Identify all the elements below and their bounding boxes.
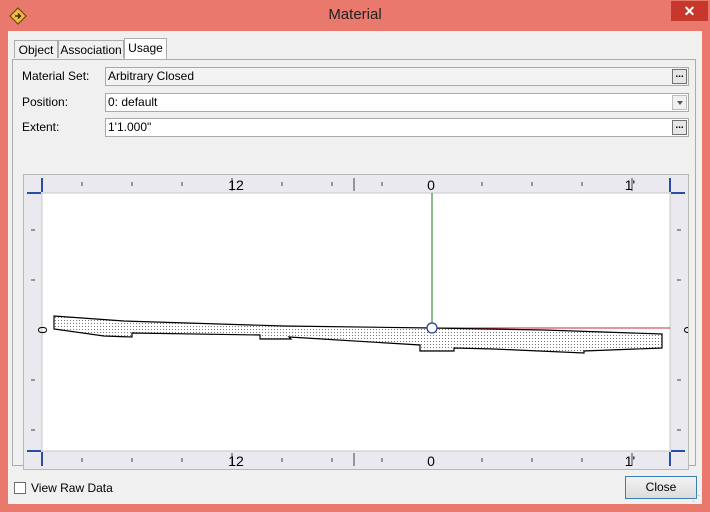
ruler-left bbox=[24, 175, 42, 469]
ruler-bottom-label-left: 12 bbox=[228, 453, 244, 469]
close-button[interactable]: Close bbox=[625, 476, 697, 499]
client-area: Object Association Usage Material Set: A… bbox=[8, 31, 702, 504]
ruler-bottom bbox=[24, 451, 688, 469]
ruler-right bbox=[670, 175, 688, 469]
material-profile-shape[interactable] bbox=[53, 315, 663, 354]
extent-label: Extent: bbox=[22, 120, 60, 134]
position-dropdown[interactable]: 0: default bbox=[105, 93, 689, 112]
ruler-bottom-label-origin: 0 bbox=[427, 453, 435, 469]
window-title: Material bbox=[328, 6, 382, 23]
chevron-down-icon bbox=[677, 101, 683, 105]
window-close-button[interactable]: ✕ bbox=[671, 1, 708, 21]
app-diamond-icon bbox=[9, 7, 27, 25]
resize-grip-icon[interactable]: ⋰ bbox=[692, 494, 700, 503]
position-dropdown-button[interactable] bbox=[672, 95, 687, 110]
origin-marker-icon[interactable] bbox=[426, 322, 438, 334]
position-value: 0: default bbox=[108, 95, 158, 109]
ruler-right-label-origin: 0 bbox=[681, 326, 688, 333]
checkbox-box[interactable] bbox=[14, 482, 26, 494]
ruler-top bbox=[24, 175, 688, 193]
tab-usage[interactable]: Usage bbox=[124, 38, 167, 59]
material-set-browse-button[interactable]: ... bbox=[672, 69, 687, 84]
extent-field[interactable]: 1'1.000" ... bbox=[105, 118, 689, 137]
ruler-top-label-right: 1' bbox=[625, 177, 635, 193]
ruler-top-label-origin: 0 bbox=[427, 177, 435, 193]
ruler-side-ticks bbox=[31, 229, 681, 431]
position-label: Position: bbox=[22, 95, 69, 109]
preview-canvas: 12 0 1' 12 0 bbox=[24, 175, 688, 469]
ruler-top-ticks bbox=[81, 178, 633, 191]
material-set-field: Arbitrary Closed ... bbox=[105, 67, 689, 86]
material-set-label: Material Set: bbox=[22, 69, 90, 83]
ruler-left-label-origin: 0 bbox=[35, 326, 50, 333]
title-bar[interactable]: Material ✕ bbox=[0, 0, 710, 31]
ruler-bottom-label-right: 1' bbox=[625, 453, 635, 469]
extent-value: 1'1.000" bbox=[108, 120, 152, 134]
view-raw-data-label[interactable]: View Raw Data bbox=[31, 481, 113, 495]
ruler-top-label-left: 12 bbox=[228, 177, 244, 193]
extent-browse-button[interactable]: ... bbox=[672, 120, 687, 135]
usage-panel: Material Set: Arbitrary Closed ... Posit… bbox=[12, 59, 696, 470]
material-preview[interactable]: 12 0 1' 12 0 bbox=[23, 174, 689, 470]
tab-association[interactable]: Association bbox=[58, 40, 124, 58]
tab-object[interactable]: Object bbox=[14, 40, 58, 58]
material-set-value: Arbitrary Closed bbox=[108, 69, 195, 83]
ruler-bottom-ticks bbox=[81, 453, 633, 466]
